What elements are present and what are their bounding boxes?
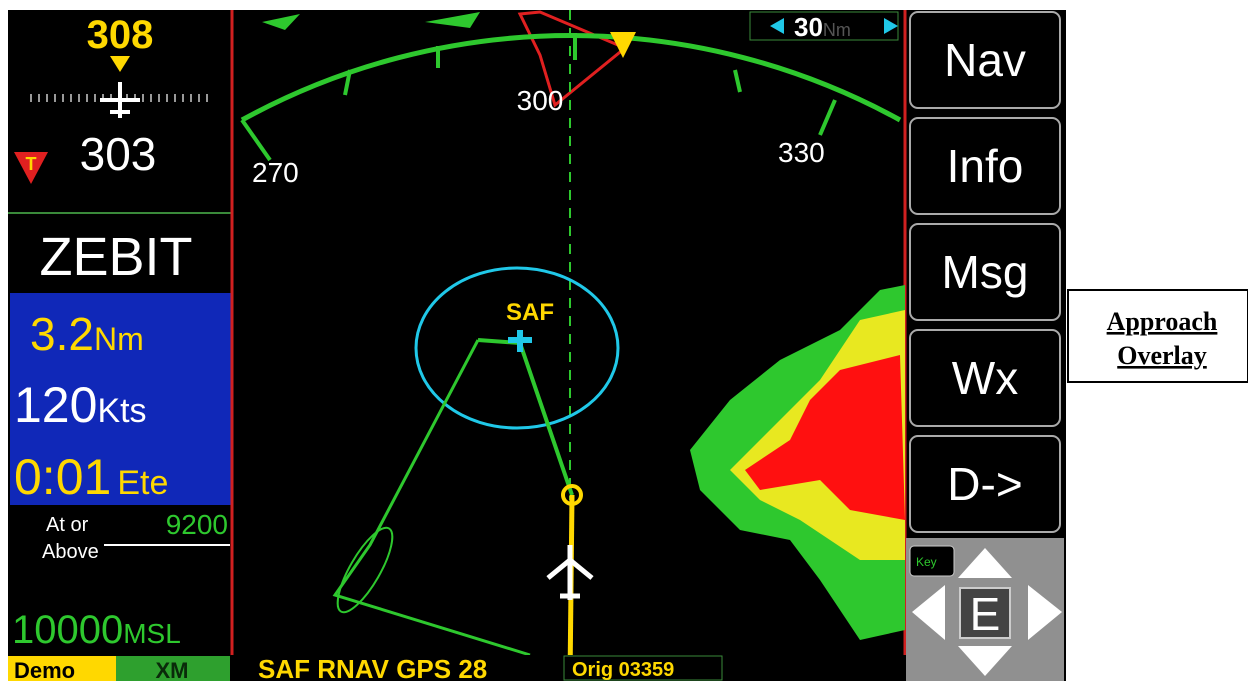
range-value: 30 (794, 12, 823, 42)
annotation: Approach Overlay (1068, 290, 1248, 382)
menu-button-label: Nav (944, 34, 1026, 86)
menu-button-label: Wx (952, 352, 1018, 404)
screen: 308 T 303 ZEBIT 3.2Nm 120Kts 0:01Ete At … (0, 0, 1248, 681)
menu-button-label: Info (947, 140, 1024, 192)
constraint-value: 9200 (166, 509, 228, 540)
ete-unit: Ete (117, 464, 168, 502)
annotation-line: Overlay (1117, 341, 1207, 370)
compass-label: 300 (517, 85, 564, 116)
menu-button-label: Msg (942, 246, 1029, 298)
altitude-unit: MSL (123, 618, 181, 649)
ete-value: 0:01 (14, 449, 111, 505)
distance-unit: Nm (94, 321, 144, 357)
menu-button-label: D-> (947, 458, 1022, 510)
range-unit: Nm (823, 20, 851, 40)
xm: XM (156, 658, 189, 681)
compass-label: 330 (778, 137, 825, 168)
speed-unit: Kts (97, 392, 146, 430)
altitude-value: 10000 (12, 608, 123, 652)
map-waypoint: SAF (506, 299, 554, 326)
constraint-line1: At or (46, 514, 89, 536)
annotation-line: Approach (1107, 307, 1218, 336)
speed-value: 120 (14, 377, 97, 433)
constraint-line2: Above (42, 541, 99, 563)
button-column: Nav Info Msg Wx D-> (910, 12, 1060, 532)
distance-value: 3.2 (30, 308, 94, 360)
compass-label: 270 (252, 157, 299, 188)
waypoint: ZEBIT (39, 227, 192, 287)
enter-label: E (970, 588, 1001, 640)
heading-bug: 308 (87, 13, 154, 57)
joystick-area: Key E (906, 538, 1064, 681)
key-label: Key (916, 555, 937, 569)
origin: Orig 03359 (572, 659, 674, 681)
heading-mode: T (26, 154, 37, 174)
procedure: SAF RNAV GPS 28 (258, 654, 487, 681)
mode: Demo (14, 658, 75, 681)
heading-current: 303 (80, 128, 157, 180)
